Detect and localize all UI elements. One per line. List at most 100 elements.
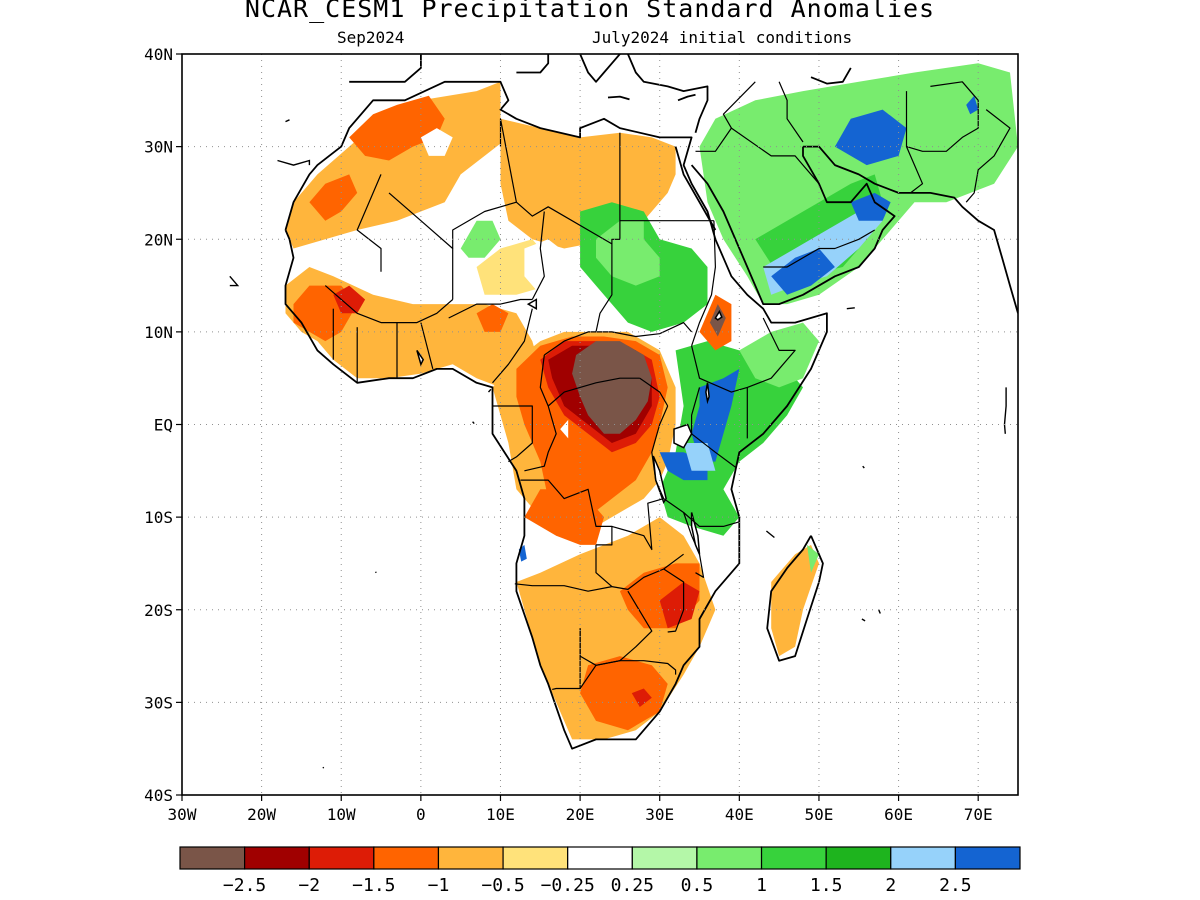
- colorbar-label: 1: [756, 875, 767, 896]
- anomaly-region-kenya-blue: [691, 368, 740, 462]
- madagascar-coastline: [766, 535, 824, 662]
- island-seychelles: [862, 465, 865, 469]
- island-reunion: [861, 618, 866, 622]
- island-comoros: [765, 530, 775, 539]
- island-tristan: [322, 766, 325, 769]
- border-angola-zambia: [595, 544, 613, 588]
- colorbar-label: 2.5: [939, 875, 972, 896]
- border-nigeria-cameroon: [492, 308, 533, 384]
- island-canary-islands: [277, 159, 311, 166]
- colorbar-label: −2: [298, 875, 320, 896]
- border-congo-drc: [524, 405, 557, 472]
- anomaly-region-kenya-light-blue: [683, 443, 716, 471]
- lake-turkana: [705, 382, 710, 405]
- colorbar-label: −0.5: [481, 875, 524, 896]
- colorbar-label: −0.25: [541, 875, 595, 896]
- arabia-coastline: [690, 146, 896, 306]
- colorbar-label: −1.5: [352, 875, 395, 896]
- border-libya-algeria: [499, 118, 517, 203]
- border-angola-namibia: [514, 583, 613, 592]
- colorbar-swatch: [954, 846, 1021, 870]
- anomaly-region-afghanistan-blue: [966, 95, 979, 115]
- border-afghanistan-pakistan: [906, 81, 979, 152]
- colorbar-swatch: [567, 846, 633, 870]
- island-bioko: [487, 388, 492, 393]
- border-sudan-south-sudan: [596, 322, 693, 338]
- anomaly-region-niger-green: [460, 220, 501, 258]
- colorbar-swatch: [308, 846, 375, 870]
- colorbar-label: 2: [885, 875, 896, 896]
- y-tick-label: 20S: [144, 601, 173, 620]
- border-drc-uganda: [651, 405, 669, 481]
- africa-coastline: [284, 80, 828, 750]
- border-malawi: [683, 512, 705, 578]
- italy-sicily: [516, 54, 550, 74]
- x-tick-label: 60E: [884, 805, 913, 824]
- cyprus: [677, 93, 696, 102]
- islands-layer: [229, 119, 1007, 769]
- border-car-chad: [543, 331, 596, 356]
- border-pakistan-india: [965, 109, 1011, 203]
- anomaly-region-east-africa-light-green: [739, 322, 819, 388]
- border-south-africa: [579, 660, 677, 689]
- island-maldives: [1003, 387, 1007, 434]
- x-tick-label: 10W: [327, 805, 356, 824]
- anomaly-region-iran-blue: [834, 109, 907, 166]
- x-tick-label: 20W: [247, 805, 276, 824]
- iran-coastline: [803, 145, 1018, 314]
- island-mauritius: [878, 609, 881, 614]
- anomaly-region-maghreb-dark-orange: [349, 95, 445, 161]
- x-tick-label: 40E: [725, 805, 754, 824]
- border-arabia-border-a: [731, 127, 820, 185]
- colorbar-swatch: [502, 846, 569, 870]
- island-socotra: [846, 307, 855, 310]
- border-arabia-border-b: [763, 229, 876, 268]
- border-drc-angola: [520, 479, 613, 546]
- anomaly-region-car-drc-brown: [572, 341, 652, 434]
- border-chad-sudan: [595, 243, 613, 333]
- y-tick-label: 30N: [144, 138, 173, 157]
- crete: [607, 95, 630, 101]
- colorbar: −2.5 −2 −1.5 −1 −0.5 −0.25 0.25 0.5 1 1.5 2 2.5: [179, 846, 1021, 896]
- border-niger-chad: [531, 211, 545, 300]
- border-congo-gabon: [492, 405, 533, 463]
- anomaly-region-chad-white: [524, 239, 596, 314]
- turkey-coastline: [627, 54, 709, 133]
- colorbar-swatch: [373, 846, 440, 870]
- x-tick-label: 10E: [486, 805, 515, 824]
- lake-victoria: [673, 423, 693, 449]
- y-tick-label: 30S: [144, 693, 173, 712]
- borders-layer: [324, 81, 1011, 690]
- x-tick-label: 50E: [804, 805, 833, 824]
- anomaly-region-west-sahara-dark-orange: [309, 174, 358, 221]
- europe-coastline: [349, 54, 422, 83]
- border-iran-iraq: [778, 81, 804, 143]
- x-tick-label: 0: [416, 805, 426, 824]
- y-tick-label: 40S: [144, 786, 173, 805]
- border-iran-afghanistan: [905, 91, 924, 194]
- colorbar-swatch: [696, 846, 763, 870]
- border-kenya-tanzania: [691, 433, 736, 468]
- border-tanzania-west: [655, 479, 740, 528]
- border-mozambique-zimbabwe: [663, 568, 685, 633]
- island-madeira: [285, 119, 290, 123]
- border-namibia-sa: [552, 628, 581, 690]
- anomaly-region-yemen-blue: [771, 248, 835, 295]
- caspian: [810, 67, 852, 85]
- anomaly-region-oman-blue: [850, 192, 891, 221]
- greece-coastline: [579, 54, 621, 83]
- red-sea-west: [674, 146, 717, 231]
- colorbar-swatch: [825, 846, 892, 870]
- border-uganda-kenya: [690, 387, 701, 434]
- anomaly-region-algeria-white: [420, 128, 453, 156]
- forecast-month: Sep2024: [337, 28, 405, 47]
- border-nigeria-niger: [448, 298, 533, 319]
- lake-volta: [416, 349, 425, 367]
- x-tick-label: 30E: [645, 805, 674, 824]
- border-drc-zambia: [611, 498, 664, 551]
- island-sao-tome: [472, 421, 475, 425]
- colorbar-label: −2.5: [223, 875, 266, 896]
- island-st-helena: [374, 571, 377, 574]
- x-tick-label: 70E: [964, 805, 993, 824]
- colorbar-swatch: [890, 846, 956, 870]
